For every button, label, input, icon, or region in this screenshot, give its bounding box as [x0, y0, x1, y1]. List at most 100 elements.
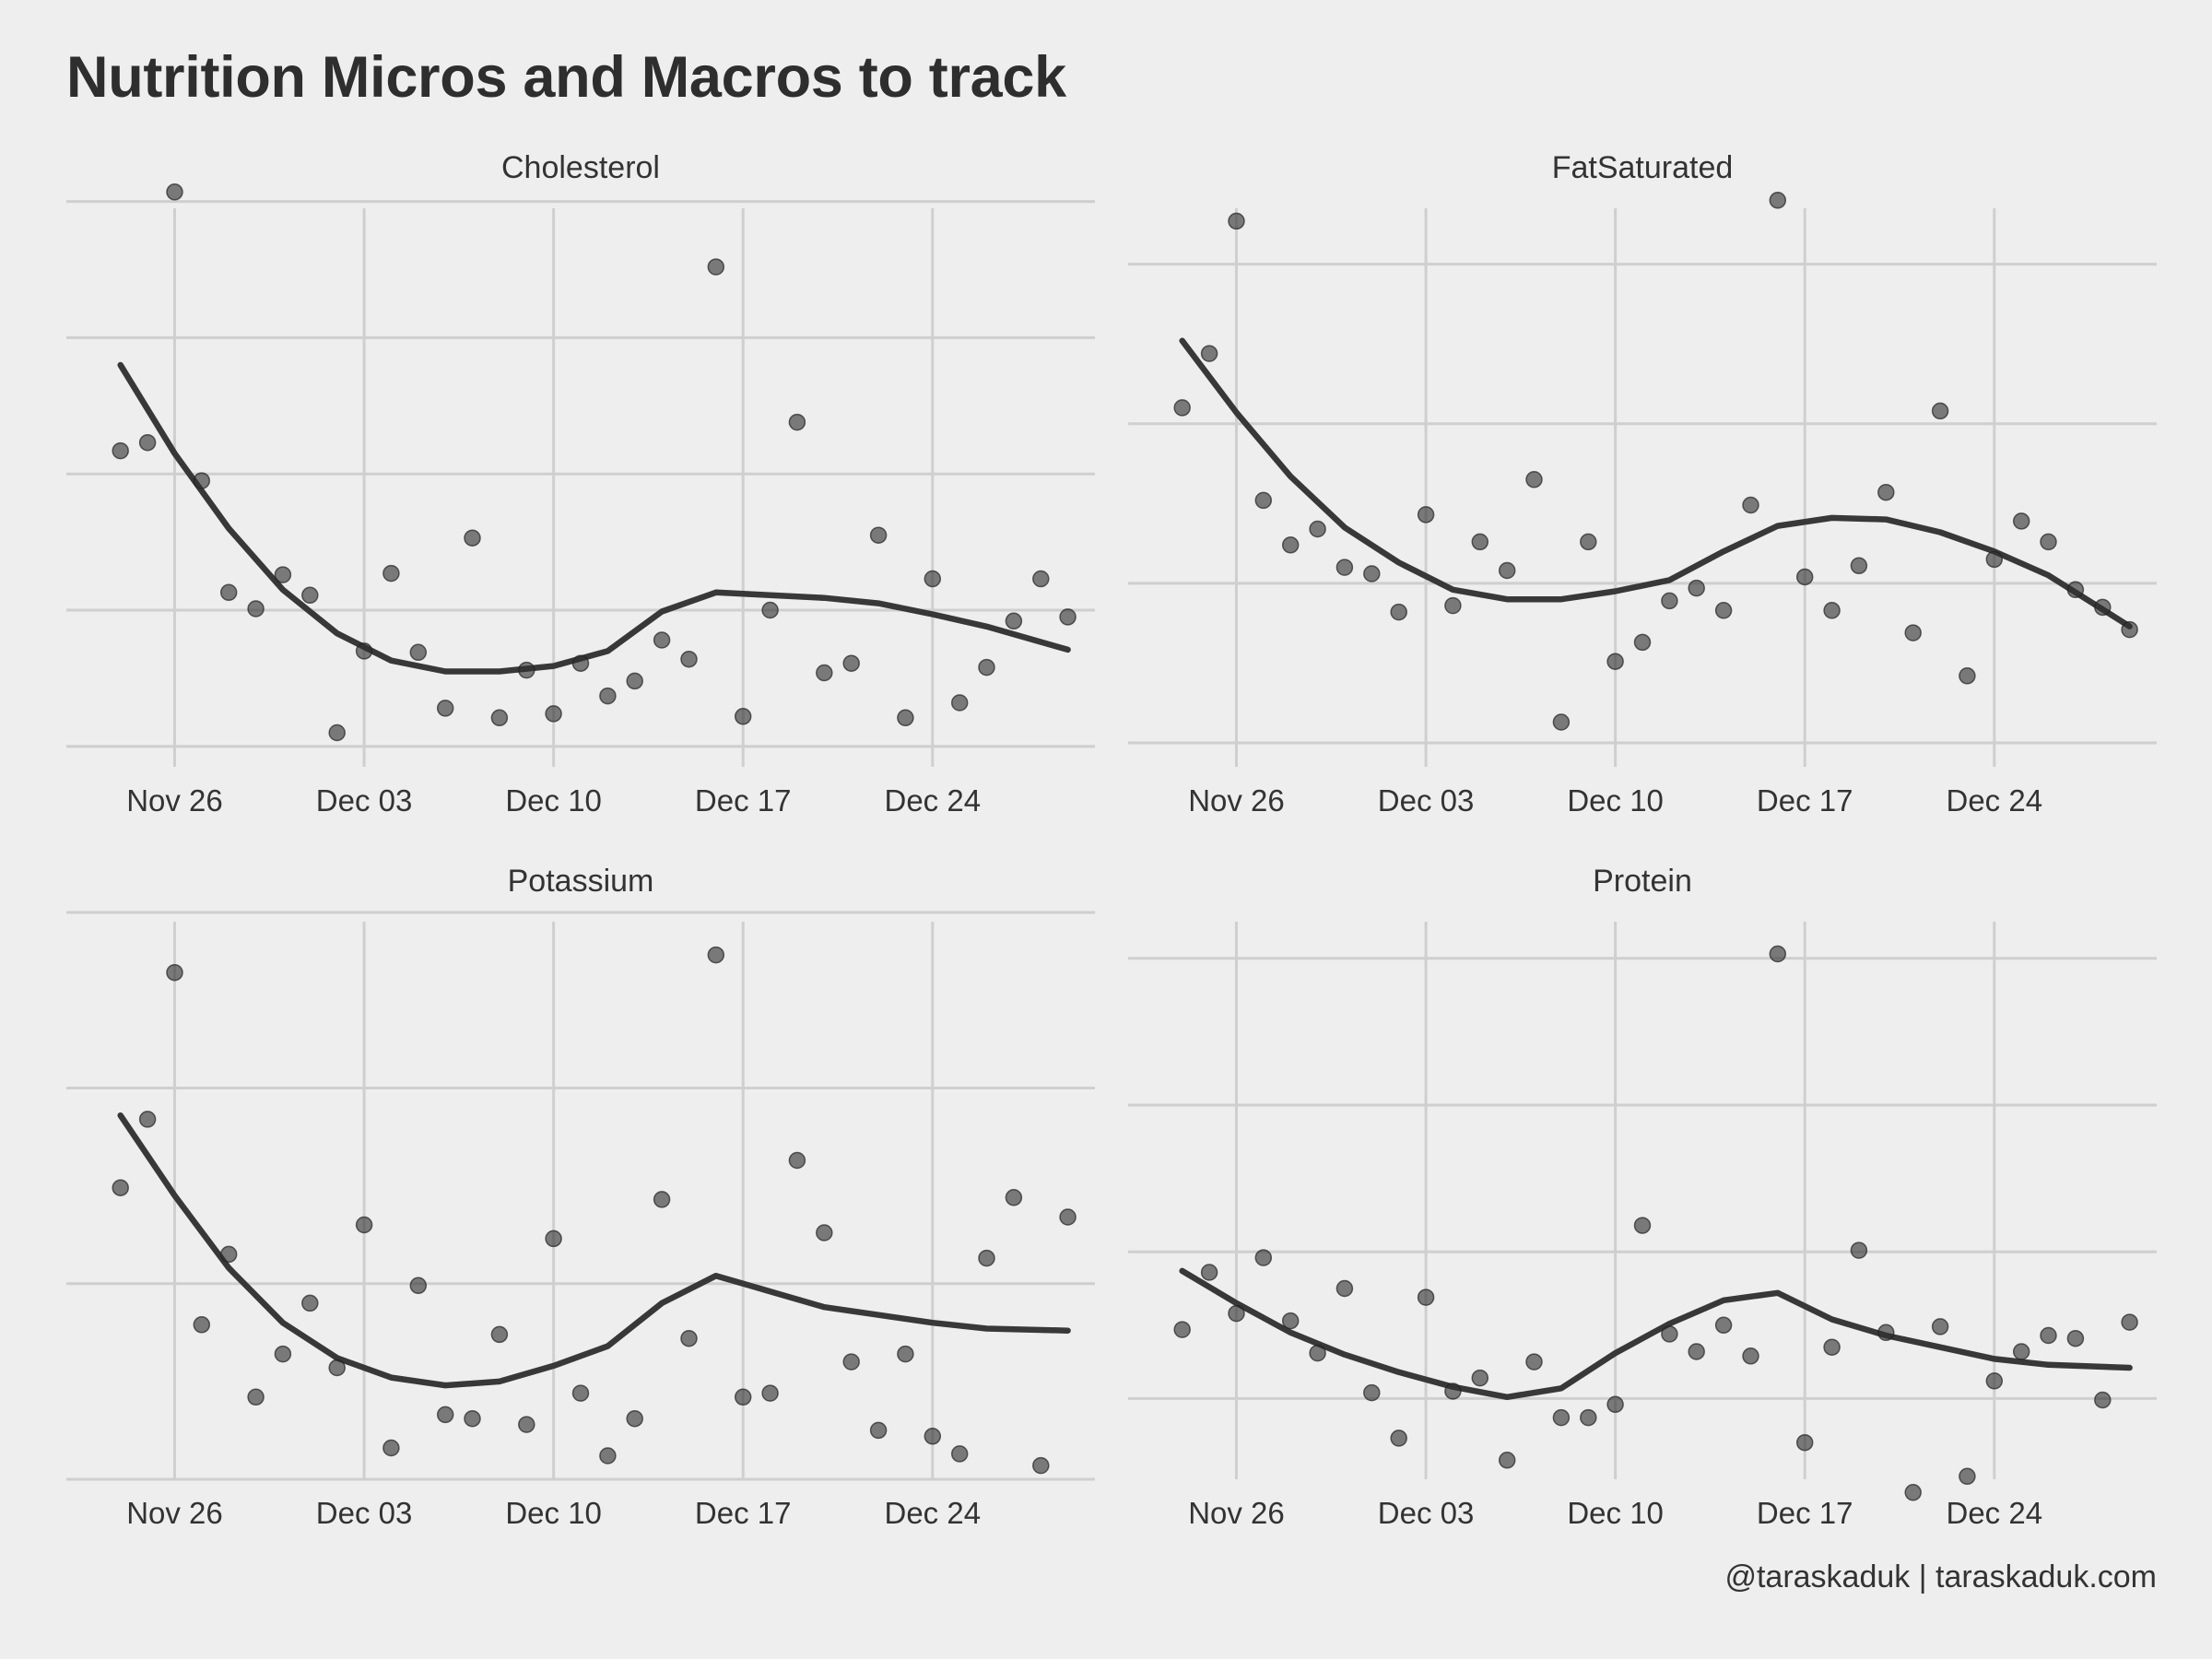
data-point	[842, 1353, 860, 1371]
data-point	[1769, 945, 1787, 963]
facet-panel-cholesterol: Cholesterol Nov 26 Dec 03 Dec 10 Dec 17 Dec 2…	[66, 150, 1095, 818]
data-point	[1281, 536, 1300, 554]
data-point	[1688, 1343, 1705, 1360]
chart-title: Nutrition Micros and Macros to track	[66, 45, 1066, 110]
data-point	[464, 1409, 481, 1428]
data-point	[1498, 561, 1516, 580]
data-point	[950, 1445, 969, 1463]
data-point	[1823, 602, 1841, 619]
data-point	[897, 709, 914, 727]
data-point	[1363, 565, 1381, 582]
data-point	[788, 1151, 806, 1170]
facet-label: Protein	[1593, 864, 1692, 899]
data-point	[112, 1179, 129, 1196]
smooth-trend-line	[1179, 337, 2133, 629]
x-tick-label: Dec 10	[1567, 783, 1664, 818]
data-point	[734, 708, 752, 725]
data-point	[1633, 633, 1652, 652]
data-point	[2066, 581, 2085, 599]
facet-label: Cholesterol	[501, 150, 660, 185]
data-point	[1200, 345, 1218, 362]
data-point	[409, 643, 428, 662]
data-point	[166, 183, 183, 201]
data-point	[436, 700, 454, 717]
data-point	[1005, 612, 1023, 630]
data-point	[112, 441, 129, 460]
x-tick-label: Nov 26	[1188, 1496, 1285, 1530]
data-point	[355, 642, 373, 660]
data-point	[247, 600, 265, 618]
data-point	[138, 1111, 157, 1128]
facet-panel-fatsaturated: FatSaturated Nov 26 Dec 03 Dec 10 Dec 17 Dec …	[1128, 150, 2157, 818]
data-point	[1606, 653, 1624, 670]
data-point	[924, 570, 942, 588]
data-point	[1390, 1430, 1407, 1447]
x-tick-label: Dec 03	[1378, 1496, 1475, 1530]
data-point	[1335, 559, 1354, 576]
data-point	[1742, 1347, 1759, 1365]
data-point	[1877, 483, 1895, 501]
data-point	[1931, 1318, 1949, 1335]
data-point	[1688, 579, 1705, 597]
data-point	[1985, 550, 2004, 569]
x-tick-label: Nov 26	[126, 1496, 223, 1530]
data-point	[2066, 1329, 2085, 1347]
facet-panel-potassium: Potassium Nov 26 Dec 03 Dec 10 Dec 17 Dec 24	[66, 864, 1095, 1530]
data-point	[1904, 1484, 1922, 1501]
x-tick-label: Dec 24	[1947, 783, 2043, 818]
data-point	[761, 1384, 779, 1402]
data-point	[193, 1316, 211, 1334]
x-tick-label: Dec 24	[885, 783, 982, 818]
data-point	[1742, 496, 1759, 514]
data-point	[1525, 1353, 1543, 1371]
data-point	[1335, 1279, 1354, 1298]
data-point	[518, 661, 535, 679]
data-point	[1823, 1338, 1841, 1356]
data-point	[816, 1224, 833, 1241]
data-point	[2040, 1326, 2057, 1345]
data-point	[138, 433, 157, 452]
data-point	[2012, 1343, 2030, 1360]
data-point	[274, 1345, 292, 1363]
data-point	[382, 564, 400, 582]
data-point	[1959, 667, 1976, 685]
data-point	[842, 654, 860, 672]
facet-label: Potassium	[508, 864, 654, 899]
data-point	[653, 1191, 671, 1208]
data-point	[382, 1439, 400, 1457]
data-point	[869, 526, 888, 544]
x-tick-label: Dec 24	[885, 1496, 982, 1530]
data-point	[707, 258, 725, 276]
data-point	[436, 1406, 454, 1424]
data-point	[788, 413, 806, 431]
x-tick-label: Dec 10	[505, 783, 602, 818]
x-tick-label: Nov 26	[126, 783, 223, 818]
data-point	[761, 601, 779, 619]
data-point	[1606, 1395, 1624, 1414]
data-point	[599, 687, 617, 705]
data-point	[166, 963, 183, 982]
data-point	[1059, 608, 1077, 626]
data-point	[1498, 1452, 1516, 1469]
data-point	[680, 650, 698, 668]
data-point	[1959, 1467, 1976, 1486]
facet-label: FatSaturated	[1552, 150, 1734, 185]
data-point	[2121, 1313, 2138, 1331]
data-point	[1525, 471, 1543, 488]
data-point	[653, 631, 671, 649]
data-point	[1877, 1324, 1895, 1342]
data-point	[545, 1230, 562, 1248]
data-point	[2040, 533, 2057, 551]
data-point	[2012, 512, 2030, 530]
data-point	[1417, 1288, 1435, 1306]
x-tick-label: Dec 17	[1757, 783, 1853, 818]
x-tick-label: Dec 10	[1567, 1496, 1664, 1530]
data-point	[1471, 533, 1489, 551]
data-point	[978, 658, 995, 677]
facet-panel-protein: Protein Nov 26 Dec 03 Dec 10 Dec 17 Dec 24	[1128, 864, 2157, 1530]
data-point	[1254, 491, 1273, 510]
data-point	[1173, 1321, 1191, 1338]
data-point	[2094, 1391, 2112, 1409]
data-point	[1850, 1241, 1868, 1259]
